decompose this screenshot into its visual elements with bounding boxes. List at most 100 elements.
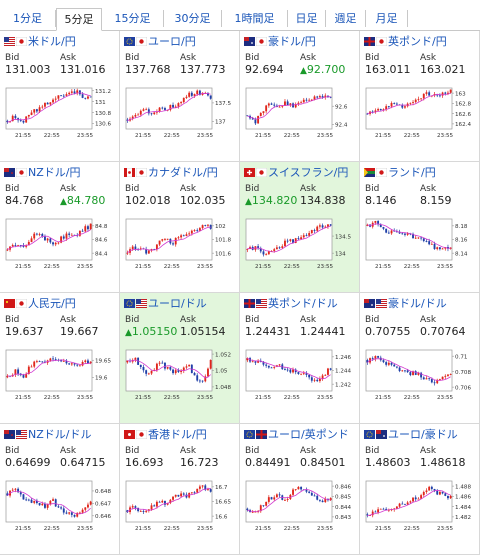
mini-chart[interactable]: 8.18 8.16 8.14 21:55 22:55 23:55 (364, 216, 472, 270)
chart-y-tick-label: 0.706 (455, 385, 471, 391)
tab-3[interactable]: 30分足 (164, 10, 222, 27)
pair-name-link[interactable]: ユーロ/円 (124, 35, 196, 49)
mini-chart[interactable]: 0.71 0.708 0.706 21:55 22:55 23:55 (364, 347, 472, 401)
pair-name-link[interactable]: 香港ドル/円 (124, 428, 207, 442)
mini-chart[interactable]: 131.2 131 130.8 130.6 21:55 22:55 23:55 (4, 85, 112, 139)
candle-body (6, 120, 9, 123)
candle-body (379, 224, 382, 228)
tab-0[interactable]: 1分足 (0, 10, 56, 27)
candle-body (204, 376, 207, 382)
rate-cell: NZドル/円 Bid Ask 84.768 ▲84.780 84.8 84.6 84.4 21:… (0, 162, 120, 293)
chart-y-tick-label: 1.488 (455, 484, 471, 490)
pair-name-text: NZドル/ドル (28, 428, 92, 441)
pair-name-link[interactable]: NZドル/円 (4, 166, 80, 180)
chart-x-tick-label: 21:55 (375, 395, 392, 401)
mini-chart[interactable]: 19.65 19.6 21:55 22:55 23:55 (4, 347, 112, 401)
candle-body (286, 369, 289, 371)
bid-value-text: 131.003 (5, 63, 51, 76)
candle-body (65, 233, 68, 239)
candle-body (316, 379, 319, 382)
pair-name-link[interactable]: ユーロ/ドル (124, 297, 207, 311)
pair-name-link[interactable]: 豪ドル/ドル (364, 297, 447, 311)
mini-chart[interactable]: 163 162.8 162.6 162.4 21:55 22:55 23:55 (364, 85, 472, 139)
mini-chart[interactable]: 0.846 0.845 0.844 0.843 21:55 22:55 23:55 (244, 478, 352, 532)
chart-x-tick-label: 22:55 (44, 526, 61, 532)
pair-name-link[interactable]: NZドル/ドル (4, 428, 91, 442)
pair-name-link[interactable]: 英ポンド/ドル (244, 297, 338, 311)
bid-value: 131.003 (5, 63, 51, 76)
tab-2[interactable]: 15分足 (102, 10, 164, 27)
candle-body (281, 105, 284, 107)
pair-name-link[interactable]: 人民元/円 (4, 297, 76, 311)
candle-body (182, 493, 185, 495)
mini-chart[interactable]: 1.488 1.486 1.484 1.482 21:55 22:55 23:55 (364, 478, 472, 532)
candle-body (70, 91, 73, 93)
tab-1[interactable]: 5分足 (56, 8, 102, 31)
mini-chart[interactable]: 1.052 1.05 1.048 21:55 22:55 23:55 (124, 347, 232, 401)
mini-chart[interactable]: 0.648 0.647 0.646 21:55 22:55 23:55 (4, 478, 112, 532)
candle-body (145, 510, 148, 512)
chart-y-tick-label: 92.4 (335, 123, 348, 129)
moving-average-line (367, 223, 451, 249)
tab-4[interactable]: 1時間足 (222, 10, 288, 27)
bid-value-text: 8.146 (365, 194, 397, 207)
candle-body (305, 99, 308, 101)
candle-body (185, 96, 188, 98)
candlestick-chart: 16.7 16.65 16.6 21:55 22:55 23:55 (125, 480, 231, 532)
candle-body (62, 361, 65, 362)
mini-chart[interactable]: 84.8 84.6 84.4 21:55 22:55 23:55 (4, 216, 112, 270)
candle-body (161, 239, 164, 241)
candle-body (11, 245, 14, 247)
mini-chart[interactable]: 16.7 16.65 16.6 21:55 22:55 23:55 (124, 478, 232, 532)
chart-x-tick-label: 22:55 (164, 133, 181, 139)
candle-body (131, 246, 134, 250)
ask-value: 134.838 (300, 194, 346, 207)
rate-grid: 米ドル/円 Bid Ask 131.003 131.016 131.2 131 130.8 13… (0, 31, 480, 555)
candle-body (30, 499, 33, 503)
candle-body (62, 508, 65, 513)
candle-body (374, 511, 377, 513)
chart-x-tick-label: 21:55 (15, 133, 32, 139)
flag-za-icon (364, 168, 375, 177)
ask-value-text: 19.667 (60, 325, 99, 338)
candle-body (297, 486, 300, 490)
chart-x-tick-label: 21:55 (375, 264, 392, 270)
candle-body (70, 512, 73, 515)
pair-name-link[interactable]: 米ドル/円 (4, 35, 76, 49)
candle-body (289, 239, 292, 241)
pair-name-link[interactable]: カナダドル/円 (124, 166, 218, 180)
pair-name-link[interactable]: ユーロ/豪ドル (364, 428, 458, 442)
ask-value-text: 84.780 (66, 194, 106, 207)
mini-chart[interactable]: 137.5 137 21:55 22:55 23:55 (124, 85, 232, 139)
candle-body (327, 368, 329, 375)
bid-label: Bid (245, 315, 260, 325)
bid-value-text: 102.018 (125, 194, 171, 207)
moving-average-line (247, 225, 331, 253)
candle-body (265, 105, 268, 112)
mini-chart[interactable]: 92.6 92.4 21:55 22:55 23:55 (244, 85, 352, 139)
candle-body (38, 234, 41, 235)
candle-body (41, 503, 44, 506)
pair-name-link[interactable]: ユーロ/英ポンド (244, 428, 349, 442)
candle-body (262, 361, 265, 365)
pair-name-link[interactable]: スイスフラン/円 (244, 166, 348, 180)
mini-chart[interactable]: 102 101.8 101.6 21:55 22:55 23:55 (124, 216, 232, 270)
candle-body (155, 244, 158, 250)
ask-value-text: 0.64715 (60, 456, 106, 469)
rate-cell: NZドル/ドル Bid Ask 0.64699 0.64715 0.648 0.647 0.6… (0, 424, 120, 555)
pair-name-link[interactable]: 豪ドル/円 (244, 35, 316, 49)
tab-5[interactable]: 日足 (288, 10, 326, 27)
mini-chart[interactable]: 1.246 1.244 1.242 21:55 22:55 23:55 (244, 347, 352, 401)
flag-nz-icon (4, 430, 15, 439)
ask-value-text: 131.016 (60, 63, 106, 76)
candle-body (142, 511, 145, 512)
tab-6[interactable]: 週足 (326, 10, 366, 27)
candle-body (422, 238, 425, 242)
pair-name-link[interactable]: 英ポンド/円 (364, 35, 447, 49)
mini-chart[interactable]: 134.5 134 21:55 22:55 23:55 (244, 216, 352, 270)
pair-name-link[interactable]: ランド/円 (364, 166, 436, 180)
tab-7[interactable]: 月足 (366, 10, 408, 27)
pair-name-text: スイスフラン/円 (268, 166, 349, 179)
candle-body (6, 249, 9, 251)
candle-body (190, 230, 193, 234)
